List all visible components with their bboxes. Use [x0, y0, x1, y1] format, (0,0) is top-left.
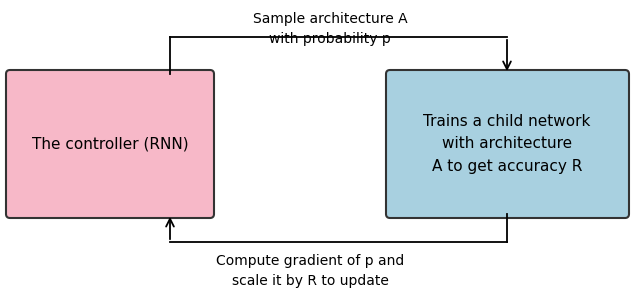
Text: Sample architecture A
with probability p: Sample architecture A with probability p	[253, 12, 407, 46]
Text: Compute gradient of p and
scale it by R to update
the controller: Compute gradient of p and scale it by R …	[216, 254, 404, 292]
Text: Trains a child network
with architecture
A to get accuracy R: Trains a child network with architecture…	[423, 114, 591, 174]
Text: The controller (RNN): The controller (RNN)	[32, 136, 188, 152]
FancyBboxPatch shape	[386, 70, 629, 218]
FancyBboxPatch shape	[6, 70, 214, 218]
